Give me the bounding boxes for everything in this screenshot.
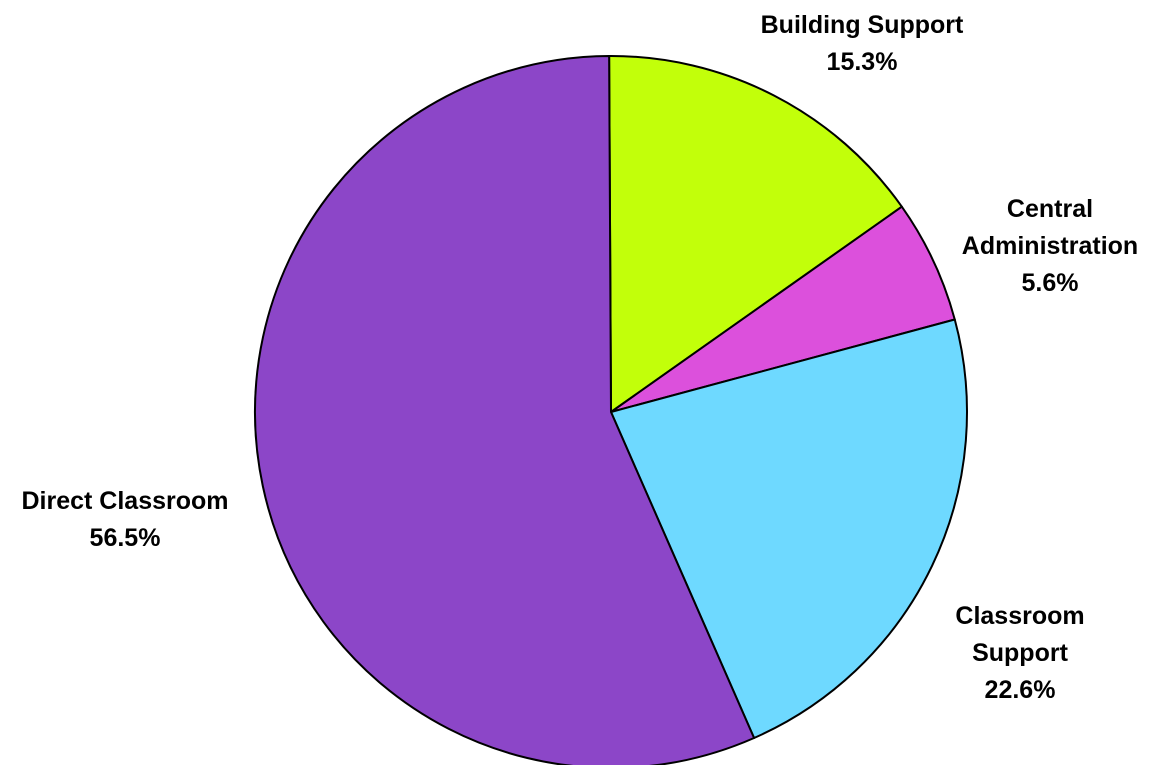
data-label-line: 56.5% bbox=[90, 524, 161, 552]
data-label-line: 5.6% bbox=[1022, 269, 1079, 297]
data-label-direct-classroom: Direct Classroom 56.5% bbox=[21, 487, 228, 552]
labels-layer: Building Support 15.3% Central Administrati… bbox=[21, 11, 1138, 704]
data-label-line: Administration bbox=[962, 232, 1138, 260]
data-label-classroom-support: Classroom Support 22.6% bbox=[955, 602, 1084, 704]
data-label-line: Central bbox=[1007, 195, 1093, 223]
data-label-line: 22.6% bbox=[985, 676, 1056, 704]
data-label-line: Classroom bbox=[955, 602, 1084, 630]
data-label-building-support: Building Support 15.3% bbox=[761, 11, 964, 76]
slices-layer bbox=[254, 54, 968, 769]
pie-slice-building-support bbox=[608, 54, 903, 413]
data-label-line: Direct Classroom bbox=[21, 487, 228, 515]
data-label-line: Support bbox=[972, 639, 1068, 667]
data-label-line: Building Support bbox=[761, 11, 964, 39]
data-label-line: 15.3% bbox=[827, 48, 898, 76]
data-label-central-administration: Central Administration 5.6% bbox=[962, 195, 1138, 297]
pie-slice-classroom-support bbox=[610, 318, 968, 739]
